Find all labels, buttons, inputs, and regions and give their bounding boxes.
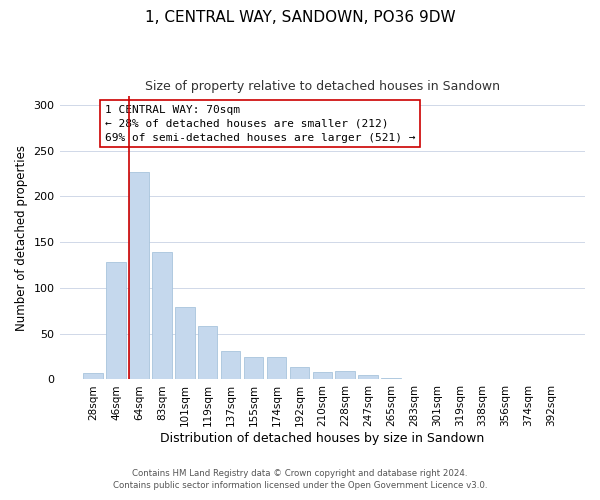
Bar bbox=[381, 378, 401, 380]
Bar bbox=[244, 356, 263, 380]
Bar bbox=[290, 366, 309, 380]
Bar bbox=[152, 252, 172, 380]
Bar bbox=[450, 378, 469, 380]
Title: Size of property relative to detached houses in Sandown: Size of property relative to detached ho… bbox=[145, 80, 500, 93]
Bar bbox=[335, 371, 355, 380]
Bar bbox=[221, 351, 241, 380]
Bar bbox=[129, 172, 149, 380]
Bar bbox=[106, 262, 126, 380]
Bar bbox=[83, 373, 103, 380]
X-axis label: Distribution of detached houses by size in Sandown: Distribution of detached houses by size … bbox=[160, 432, 484, 445]
Bar bbox=[267, 356, 286, 380]
Text: 1, CENTRAL WAY, SANDOWN, PO36 9DW: 1, CENTRAL WAY, SANDOWN, PO36 9DW bbox=[145, 10, 455, 25]
Bar bbox=[404, 378, 424, 380]
Bar bbox=[175, 307, 194, 380]
Bar bbox=[358, 375, 378, 380]
Text: 1 CENTRAL WAY: 70sqm
← 28% of detached houses are smaller (212)
69% of semi-deta: 1 CENTRAL WAY: 70sqm ← 28% of detached h… bbox=[104, 104, 415, 142]
Text: Contains HM Land Registry data © Crown copyright and database right 2024.
Contai: Contains HM Land Registry data © Crown c… bbox=[113, 468, 487, 490]
Bar bbox=[198, 326, 217, 380]
Bar bbox=[313, 372, 332, 380]
Y-axis label: Number of detached properties: Number of detached properties bbox=[15, 144, 28, 330]
